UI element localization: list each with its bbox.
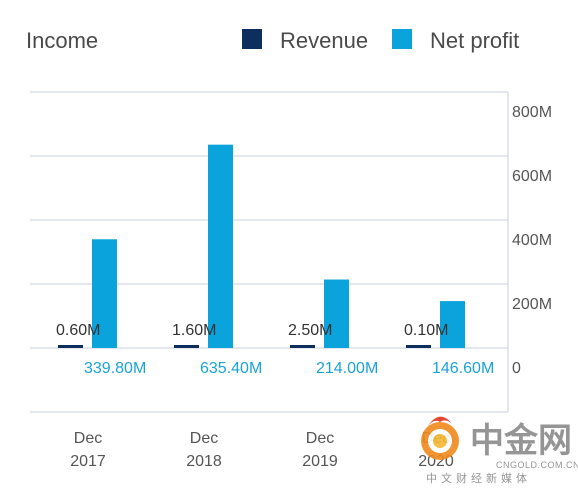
watermark: 中金网 CNGOLD.COM.CN 中文财经新媒体 xyxy=(421,416,578,485)
revenue-bar xyxy=(406,345,431,348)
legend: Revenue Net profit xyxy=(242,28,519,53)
y-tick-label: 600M xyxy=(512,168,552,185)
net-profit-data-label: 214.00M xyxy=(316,360,378,377)
x-tick-label-month: Dec xyxy=(74,430,102,447)
revenue-bar xyxy=(58,345,83,348)
bars xyxy=(58,144,465,348)
y-axis-ticks: 800M 600M 400M 200M 0 xyxy=(512,104,552,377)
y-tick-label: 800M xyxy=(512,104,552,121)
revenue-bar xyxy=(290,345,315,348)
legend-swatch xyxy=(392,29,412,49)
revenue-data-label: 1.60M xyxy=(172,322,216,339)
data-labels: 0.60M 339.80M 1.60M 635.40M 2.50M 214.00M 0.10… xyxy=(56,322,494,377)
x-axis-ticks: Dec2017Dec2018Dec2019Dec2020 xyxy=(70,430,454,470)
revenue-data-label: 0.60M xyxy=(56,322,100,339)
net-profit-data-label: 635.40M xyxy=(200,360,262,377)
revenue-data-label: 2.50M xyxy=(288,322,332,339)
net-profit-bar xyxy=(440,301,465,348)
x-tick-label-month: Dec xyxy=(190,430,218,447)
watermark-url: CNGOLD.COM.CN xyxy=(496,460,578,470)
x-tick-label-year: 2017 xyxy=(70,453,106,470)
net-profit-data-label: 146.60M xyxy=(432,360,494,377)
y-tick-label: 0 xyxy=(512,360,521,377)
revenue-data-label: 0.10M xyxy=(404,322,448,339)
y-tick-label: 400M xyxy=(512,232,552,249)
y-tick-label: 200M xyxy=(512,296,552,313)
watermark-brand: 中金网 xyxy=(470,421,572,460)
x-tick-label-year: 2019 xyxy=(302,453,338,470)
legend-swatch xyxy=(242,29,262,49)
legend-label: Revenue xyxy=(280,28,368,53)
flame-coin-icon xyxy=(421,416,459,460)
net-profit-data-label: 339.80M xyxy=(84,360,146,377)
chart-title: Income xyxy=(26,28,98,53)
revenue-bar xyxy=(174,345,199,348)
x-tick-label-year: 2018 xyxy=(186,453,222,470)
watermark-tagline: 中文财经新媒体 xyxy=(426,471,531,485)
x-tick-label-month: Dec xyxy=(306,430,334,447)
net-profit-bar xyxy=(92,239,117,348)
legend-label: Net profit xyxy=(430,28,519,53)
net-profit-bar xyxy=(208,144,233,348)
net-profit-bar xyxy=(324,279,349,348)
